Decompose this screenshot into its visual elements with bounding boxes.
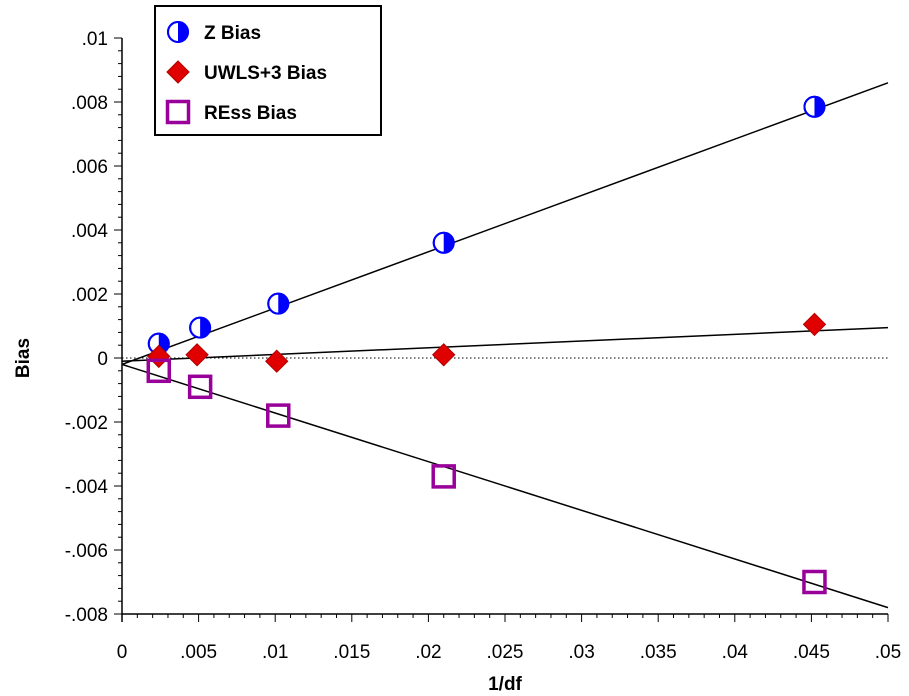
data-point	[267, 292, 290, 315]
x-tick-label: .03	[568, 642, 594, 663]
x-tick-label: .05	[875, 642, 901, 663]
legend-marker	[165, 99, 191, 125]
x-tick-label: .02	[415, 642, 441, 663]
legend-label: REss Bias	[204, 103, 297, 124]
y-tick-label: 0	[97, 349, 108, 370]
y-axis-title: Bias	[13, 338, 34, 378]
legend-marker	[166, 60, 190, 84]
data-point	[802, 569, 827, 595]
legend-label: UWLS+3 Bias	[204, 63, 327, 84]
fit-line	[121, 326, 889, 362]
x-tick-label: .005	[180, 642, 217, 663]
x-tick-label: 0	[117, 642, 128, 663]
x-tick-label: .01	[262, 642, 288, 663]
y-tick-label: .008	[71, 93, 108, 114]
legend-marker	[167, 21, 189, 43]
y-tick-label: .01	[82, 29, 108, 50]
x-tick-label: .04	[722, 642, 749, 663]
data-point	[266, 403, 291, 428]
x-tick-label: .045	[793, 642, 830, 663]
x-axis-title: 1/df	[488, 674, 522, 695]
data-point	[146, 358, 172, 384]
data-point	[185, 343, 209, 367]
data-point	[432, 343, 456, 367]
y-tick-label: .006	[71, 157, 108, 178]
fit-line	[121, 82, 889, 366]
y-tick-label: -.004	[65, 477, 109, 498]
data-point	[432, 231, 455, 254]
x-tick-label: .025	[487, 642, 524, 663]
y-tick-label: -.006	[65, 541, 108, 562]
y-tick-label: .004	[71, 221, 108, 242]
x-tick-label: .035	[640, 642, 677, 663]
legend-box	[154, 5, 382, 136]
data-point	[265, 349, 289, 373]
fit-line	[121, 363, 889, 609]
plot-area: .01 .008 .006 .004 .002 0 -.002 -.004 -.006 -.008…	[13, 29, 901, 695]
data-point	[431, 464, 456, 489]
data-point	[803, 95, 826, 118]
legend: Z Bias UWLS+3 Bias REss Bias	[154, 5, 382, 136]
y-tick-label: -.002	[65, 413, 108, 434]
data-point	[802, 312, 827, 337]
y-tick-label: .002	[71, 285, 108, 306]
y-tick-label: -.008	[65, 605, 108, 626]
data-point	[187, 374, 213, 400]
data-point	[189, 316, 212, 339]
x-tick-label: .015	[333, 642, 370, 663]
legend-label: Z Bias	[204, 23, 261, 44]
